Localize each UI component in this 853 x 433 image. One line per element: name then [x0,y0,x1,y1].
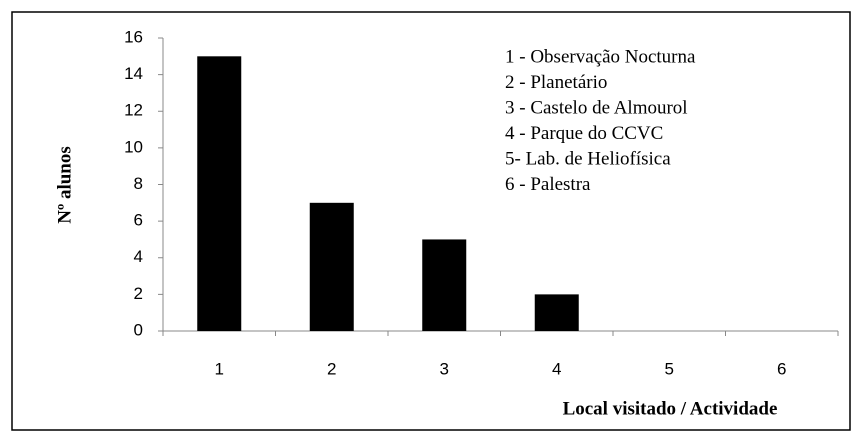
bar [309,202,354,331]
y-tick-label: 2 [134,284,143,303]
legend-note: 6 - Palestra [505,174,591,195]
y-tick-label: 14 [124,64,143,83]
x-axis-title: Local visitado / Actividade [563,398,778,419]
x-tick-label: 2 [327,359,336,378]
legend-note: 2 - Planetário [505,72,607,93]
legend-note: 4 - Parque do CCVC [505,123,663,144]
y-tick-label: 6 [134,211,143,230]
x-tick-label: 1 [215,359,224,378]
legend-note: 3 - Castelo de Almourol [505,97,688,118]
bar [534,294,579,331]
chart-frame [11,11,851,431]
legend-note: 1 - Observação Nocturna [505,46,696,67]
legend-note: 5- Lab. de Heliofísica [505,148,671,169]
x-tick-label: 5 [665,359,674,378]
y-tick-label: 12 [124,101,143,120]
y-tick-label: 0 [134,320,143,339]
y-tick-label: 8 [134,174,143,193]
bar [422,239,467,331]
x-tick-label: 4 [552,359,561,378]
y-tick-label: 4 [134,247,143,266]
bar [197,56,242,331]
y-axis-title: Nº alunos [54,146,75,224]
x-tick-label: 3 [440,359,449,378]
x-tick-label: 6 [777,359,786,378]
y-tick-label: 16 [124,27,143,46]
y-tick-label: 10 [124,137,143,156]
